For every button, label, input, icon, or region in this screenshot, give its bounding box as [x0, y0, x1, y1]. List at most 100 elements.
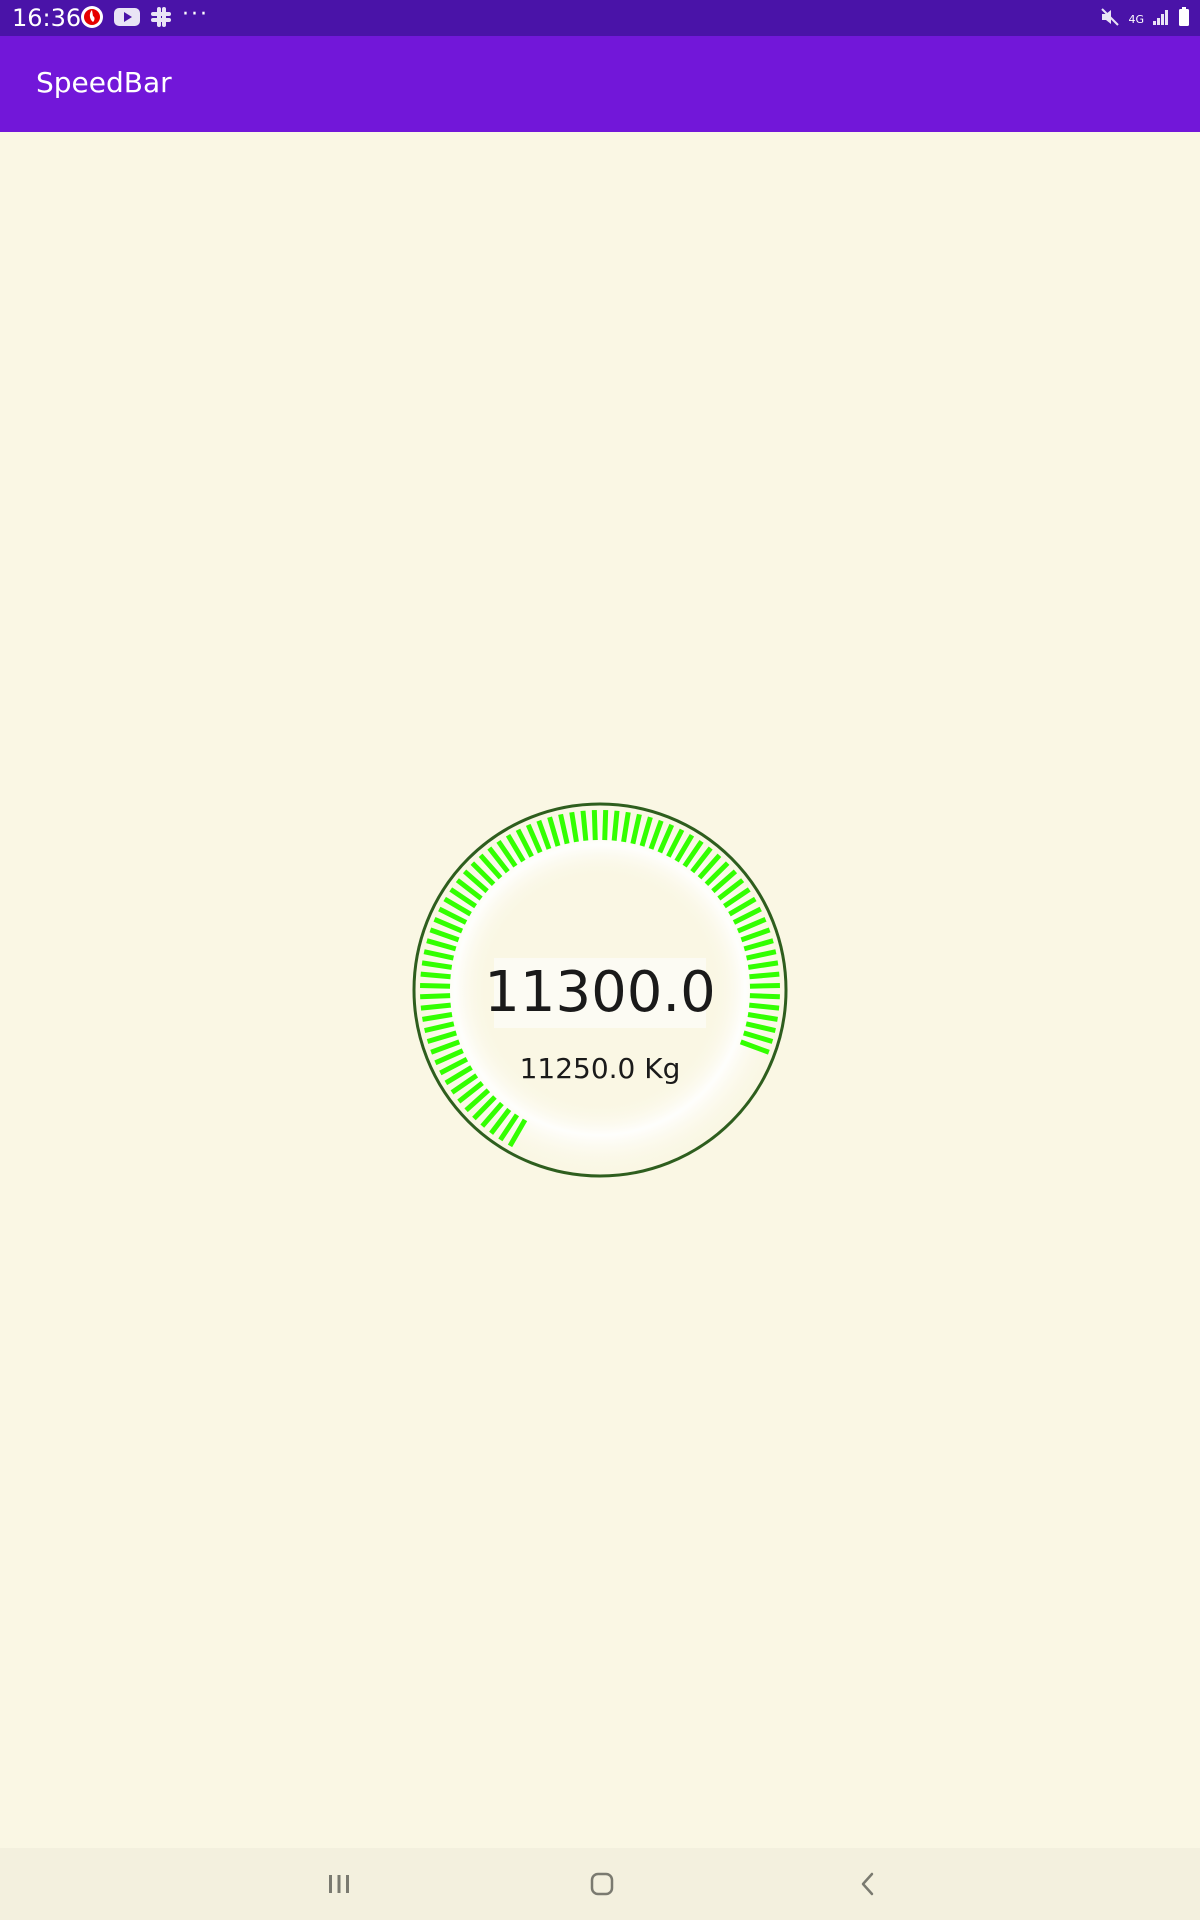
gauge-tick [736, 916, 767, 934]
gauge-tick [439, 1056, 469, 1076]
gauge-tick [732, 906, 762, 925]
gauge-tick [478, 853, 503, 880]
gauge-tick [569, 811, 579, 843]
gauge-tick [657, 823, 675, 854]
gauge-tick [426, 1030, 457, 1044]
gauge-tick [505, 833, 526, 863]
gauge-tick [674, 833, 695, 863]
gauge-tick [536, 819, 552, 850]
gauge-tick [433, 916, 464, 934]
speed-gauge: 11300.0 11250.0 Kg [410, 800, 790, 1180]
status-bar: 16:36 ··· [0, 0, 1200, 36]
recent-apps-icon [329, 1875, 349, 1893]
gauge-tick [648, 819, 664, 850]
gauge-tick [682, 839, 704, 868]
gauge-value-background [494, 958, 706, 1028]
app-bar: SpeedBar [0, 36, 1200, 132]
status-time: 16:36 [12, 4, 82, 32]
gauge-tick [747, 960, 779, 970]
network-4g-icon: 4G [1128, 12, 1144, 26]
gauge-tick [487, 846, 510, 874]
gauge-tick [717, 878, 745, 901]
gauge-tick [630, 813, 642, 845]
gauge-tick [749, 971, 780, 980]
gauge-tick [430, 1039, 461, 1055]
gauge-ticks [419, 810, 781, 1148]
gauge-tick [748, 1002, 780, 1011]
gauge-tick [711, 869, 738, 894]
battery-icon [1178, 7, 1190, 31]
system-icons: 4G [1100, 5, 1190, 33]
app-title: SpeedBar [36, 66, 172, 99]
gauge-tick [690, 846, 713, 874]
vodafone-icon [80, 5, 104, 33]
notification-icons: ··· [80, 2, 209, 33]
back-icon [861, 1872, 874, 1896]
gauge-tick [722, 887, 751, 909]
gauge-tick [747, 1012, 778, 1022]
gauge-tick [728, 896, 757, 917]
gauge-tick [422, 1012, 453, 1022]
gauge-tick [424, 1021, 455, 1033]
slack-icon [150, 6, 172, 32]
gauge-tick [580, 810, 589, 841]
gauge-tick [507, 1118, 528, 1148]
gauge-tick [697, 853, 722, 880]
gauge-tick [704, 861, 730, 887]
gauge-tick [450, 1073, 479, 1095]
recent-apps-button[interactable] [317, 1862, 361, 1906]
gauge-tick [743, 938, 774, 952]
gauge-tick [591, 810, 598, 841]
gauge-tick [444, 1065, 473, 1086]
gauge-tick [602, 810, 609, 841]
gauge-tick [429, 927, 460, 943]
youtube-icon [114, 7, 140, 31]
gauge-tick [443, 896, 472, 917]
back-button[interactable] [846, 1862, 890, 1906]
gauge-tick [496, 839, 518, 868]
gauge-tick [420, 993, 451, 1000]
gauge-tick [480, 1101, 504, 1128]
gauge-subtitle: 11250.0 Kg [519, 1052, 681, 1085]
mute-icon [1100, 7, 1120, 31]
gauge-tick [489, 1107, 512, 1135]
signal-icon [1152, 8, 1170, 30]
home-button[interactable] [580, 1862, 624, 1906]
gauge-tick [547, 816, 561, 847]
gauge-tick [421, 960, 453, 970]
gauge-tick [470, 861, 496, 887]
gauge-tick [455, 878, 483, 901]
gauge-tick [611, 810, 620, 841]
gauge-tick [740, 927, 771, 943]
gauge-tick [639, 816, 653, 847]
gauge-tick [420, 971, 451, 980]
gauge-tick [749, 993, 780, 1000]
gauge-tick [746, 949, 777, 961]
gauge-value: 11300.0 [484, 960, 716, 1025]
gauge-tick [449, 887, 478, 909]
gauge-tick [434, 1048, 464, 1066]
gauge-tick [558, 813, 570, 845]
gauge-tick [525, 823, 543, 854]
gauge-tick [745, 1021, 776, 1033]
gauge-tick [438, 906, 468, 925]
gauge-tick [420, 1002, 452, 1011]
gauge-tick [498, 1113, 520, 1142]
gauge-tick [472, 1095, 497, 1121]
gauge-tick [423, 949, 454, 961]
gauge-tick [749, 982, 781, 989]
gauge-tick [666, 828, 685, 858]
navigation-bar [0, 1848, 1200, 1920]
gauge-tick [621, 811, 631, 843]
more-notifications-icon: ··· [182, 2, 209, 27]
gauge-tick [462, 869, 489, 894]
gauge-tick [739, 1039, 770, 1055]
home-icon [590, 1872, 614, 1896]
gauge-tick [426, 938, 457, 952]
gauge-tick [464, 1088, 491, 1113]
gauge-tick [457, 1081, 484, 1104]
gauge-tick [419, 982, 451, 989]
gauge-ring [412, 802, 788, 1178]
gauge-tick [743, 1030, 774, 1044]
gauge-tick [515, 828, 534, 858]
